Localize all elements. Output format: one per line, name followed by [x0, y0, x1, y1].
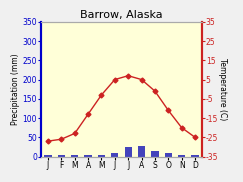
- Bar: [191, 155, 199, 157]
- Bar: [124, 147, 132, 157]
- Bar: [165, 153, 172, 157]
- Y-axis label: Precipitation (mm): Precipitation (mm): [11, 53, 20, 125]
- Bar: [151, 151, 159, 157]
- Bar: [71, 155, 78, 157]
- Bar: [58, 155, 65, 157]
- Bar: [111, 153, 119, 157]
- Bar: [84, 155, 92, 157]
- Y-axis label: Temperature (C): Temperature (C): [218, 58, 227, 120]
- Title: Barrow, Alaska: Barrow, Alaska: [80, 10, 163, 20]
- Bar: [138, 146, 145, 157]
- Bar: [98, 155, 105, 157]
- Bar: [178, 155, 185, 157]
- Bar: [44, 155, 52, 157]
